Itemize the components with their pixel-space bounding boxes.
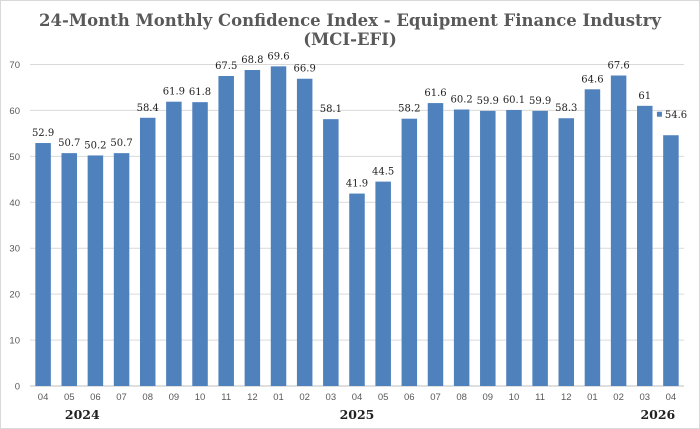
x-tick-label: 09 [169,392,180,403]
data-label: 60.2 [451,95,473,106]
y-tick-label: 40 [9,198,20,209]
bar [453,109,470,386]
data-label: 58.4 [137,103,159,114]
x-year-label: 2025 [340,407,375,422]
data-label: 58.1 [320,104,342,115]
x-tick-label: 10 [509,392,520,403]
x-tick-label: 11 [221,392,231,403]
bar [401,118,418,387]
chart-subtitle: (MCI-EFI) [303,30,397,49]
x-tick-label: 05 [64,392,75,403]
bar [166,101,182,386]
data-label: 41.9 [346,179,368,190]
x-tick-label: 04 [352,392,363,403]
bar [349,193,365,386]
bar [610,75,627,386]
bar [663,135,679,386]
data-label: 61.8 [189,87,211,98]
bar [427,103,444,386]
bar [113,153,130,386]
data-label: 61.6 [424,88,446,99]
bar [296,78,313,386]
data-label: 59.9 [529,96,551,107]
data-label-marker [656,111,662,117]
bar [532,110,548,387]
bar [192,102,208,386]
x-tick-label: 11 [535,392,545,403]
data-label: 58.3 [555,103,577,114]
bar [244,70,261,387]
x-tick-label: 03 [639,392,650,403]
data-label: 59.9 [477,96,499,107]
data-label: 66.9 [294,64,316,75]
bar [87,155,104,386]
x-year-label: 2026 [640,407,675,422]
x-tick-label: 09 [483,392,494,403]
y-tick-label: 30 [9,244,20,255]
bar [480,110,496,387]
x-tick-label: 04 [666,392,677,403]
data-label: 52.9 [32,128,54,139]
data-label: 44.5 [372,167,394,178]
x-tick-label: 02 [613,392,624,403]
x-tick-label: 08 [142,392,153,403]
data-label: 58.2 [398,104,420,115]
data-label: 50.7 [110,138,132,149]
x-tick-label: 10 [195,392,206,403]
y-tick-label: 20 [9,290,20,301]
bar [375,181,391,386]
y-tick-label: 70 [9,60,20,71]
data-label: 68.8 [241,55,263,66]
x-tick-label: 04 [38,392,49,403]
x-tick-label: 03 [326,392,337,403]
y-tick-label: 60 [9,106,20,117]
x-tick-label: 02 [299,392,310,403]
x-tick-label: 12 [561,392,572,403]
data-label: 61.9 [163,87,185,98]
y-tick-label: 10 [9,336,20,347]
data-label: 50.2 [84,140,106,151]
bar [323,119,339,386]
bar [139,117,156,386]
x-tick-label: 01 [273,392,284,403]
bar [35,143,51,386]
bar [218,75,234,386]
data-label: 60.1 [503,95,525,106]
bar [270,66,287,386]
x-tick-label: 12 [247,392,258,403]
y-tick-label: 0 [15,382,20,393]
x-tick-label: 05 [378,392,389,403]
data-label: 67.5 [215,61,237,72]
x-tick-label: 06 [90,392,101,403]
x-tick-label: 07 [430,392,441,403]
bar [558,118,575,387]
y-tick-label: 50 [9,152,20,163]
data-label: 69.6 [267,51,289,62]
data-label: 50.7 [58,138,80,149]
data-label: 61 [638,91,651,102]
data-label: 64.6 [581,74,603,85]
bar [637,105,653,386]
x-tick-label: 01 [587,392,598,403]
x-tick-label: 08 [456,392,467,403]
bar [584,89,601,387]
x-tick-label: 07 [116,392,127,403]
x-year-label: 2024 [65,407,100,422]
x-tick-label: 06 [404,392,415,403]
chart-title: 24-Month Monthly Confidence Index - Equi… [39,11,661,30]
bar [61,153,77,386]
data-label: 54.6 [665,110,687,121]
data-label: 67.6 [607,61,629,72]
bar [506,109,522,386]
